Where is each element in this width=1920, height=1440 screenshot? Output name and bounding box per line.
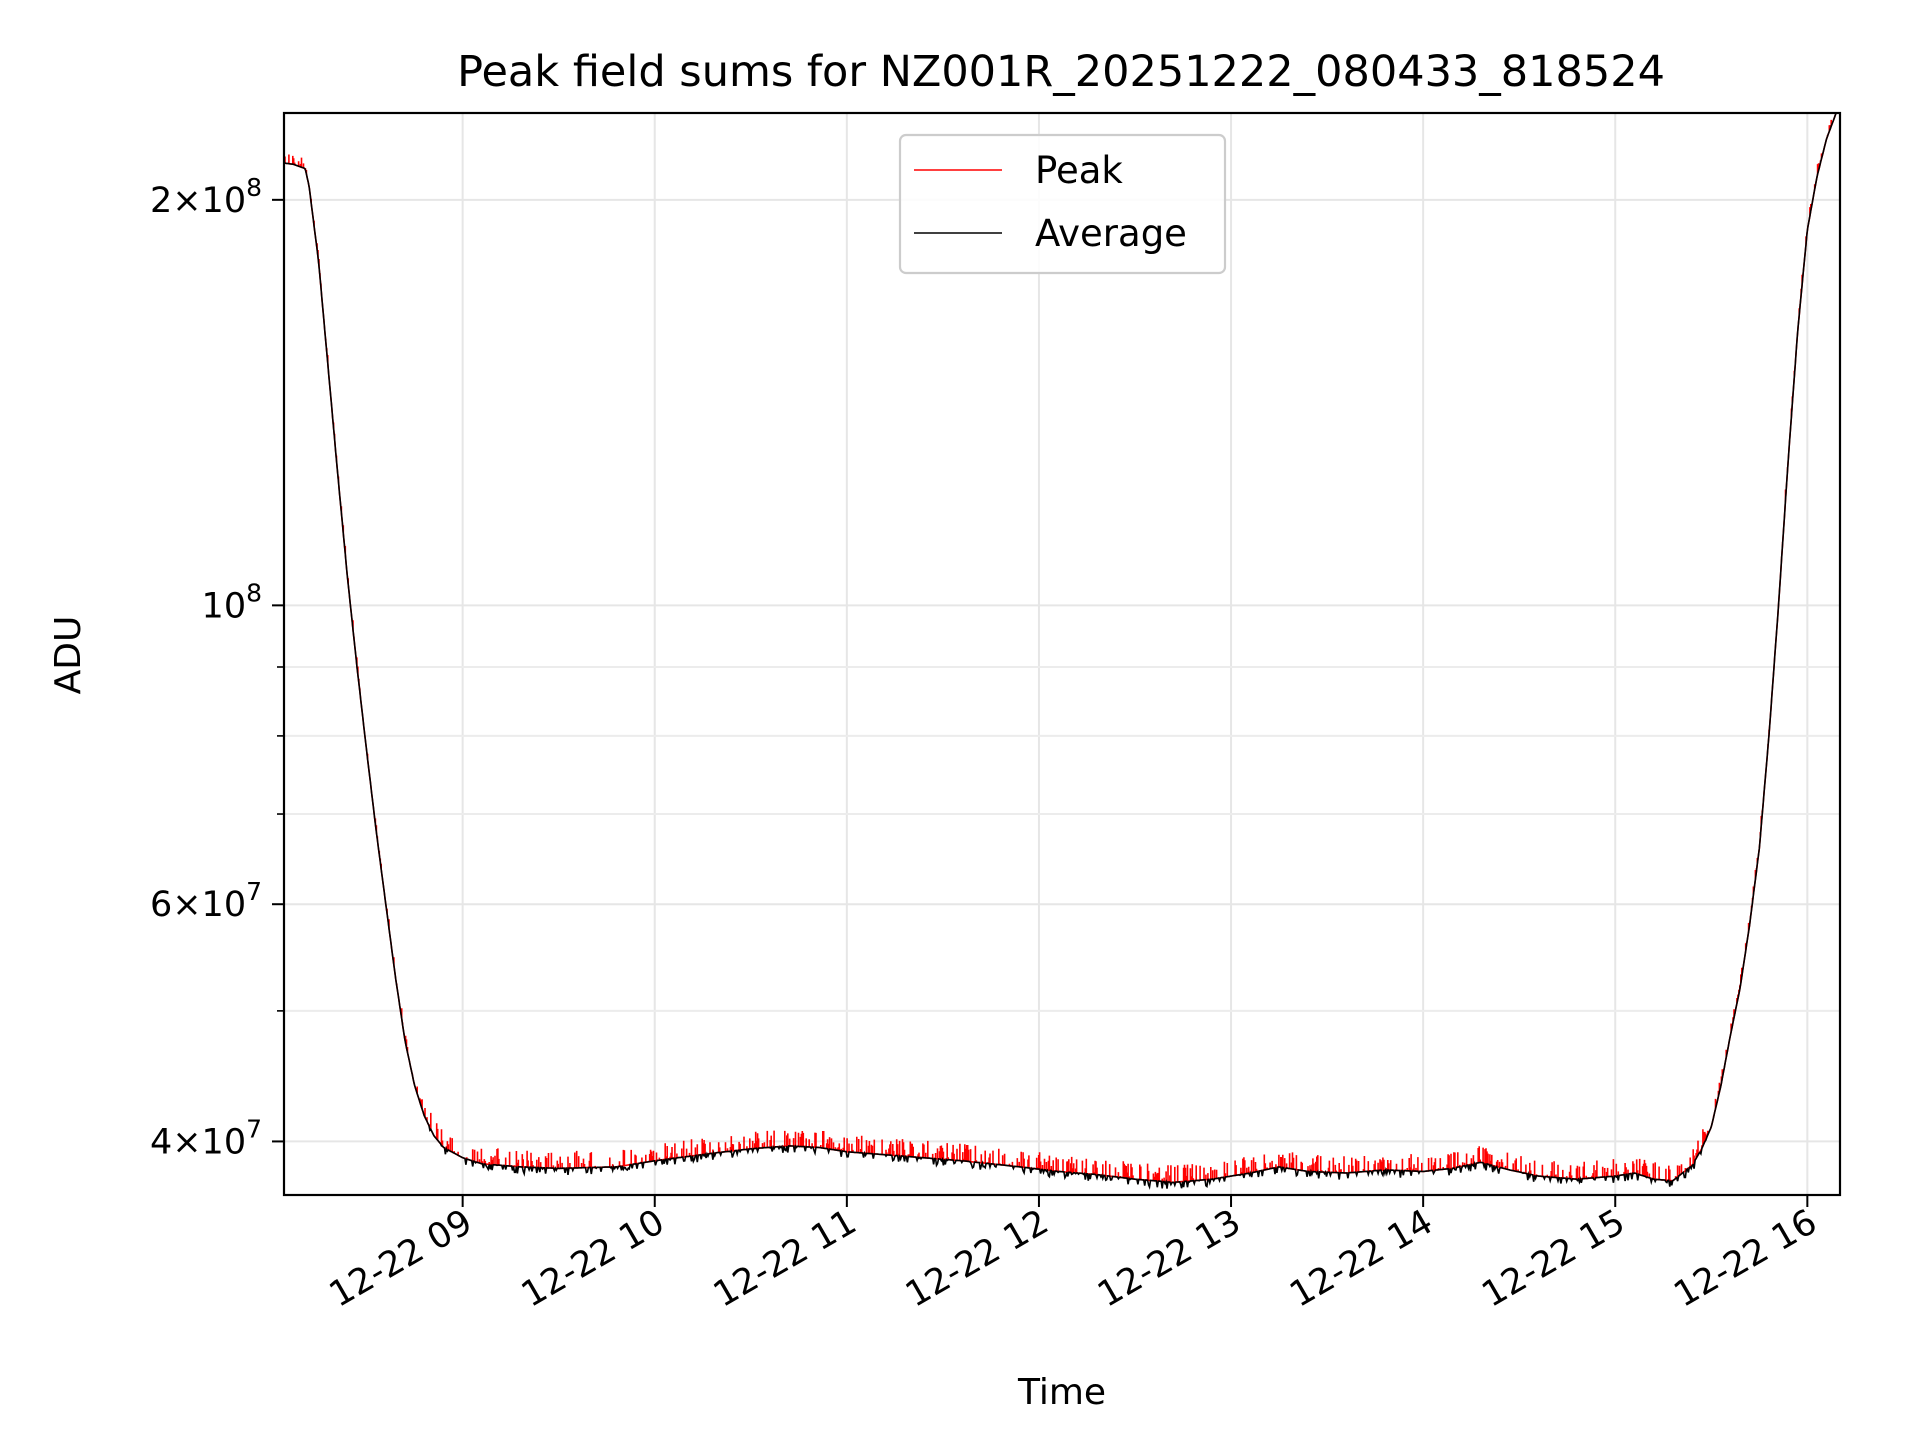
- legend-label-peak: Peak: [1035, 149, 1123, 192]
- y-tick-mantissa: 2: [150, 181, 172, 221]
- y-tick-label: 4×107: [150, 1114, 262, 1162]
- y-tick-label: 6×107: [150, 877, 262, 925]
- y-tick-mantissa: 4: [150, 1122, 172, 1162]
- legend-label-average: Average: [1035, 212, 1187, 255]
- legend: Peak Average: [898, 133, 1227, 275]
- y-axis: 4×107 6×107 108 2×108: [150, 173, 284, 1162]
- x-axis-label: Time: [1017, 1372, 1106, 1413]
- y-tick-label: 2×108: [150, 173, 262, 221]
- y-axis-label: ADU: [48, 616, 89, 695]
- y-tick-mantissa: 6: [150, 885, 172, 925]
- y-tick-exponent: 7: [246, 877, 262, 906]
- y-tick-label: 108: [202, 578, 262, 626]
- y-tick-exponent: 7: [246, 1114, 262, 1143]
- plot-frame: [282, 111, 1842, 1197]
- grid: [284, 113, 1840, 1195]
- chart-title: Peak field sums for NZ001R_20251222_0804…: [457, 47, 1665, 97]
- y-tick-exponent: 8: [246, 578, 262, 607]
- series-line-average: [284, 113, 1840, 1190]
- y-tick-exponent: 8: [246, 173, 262, 202]
